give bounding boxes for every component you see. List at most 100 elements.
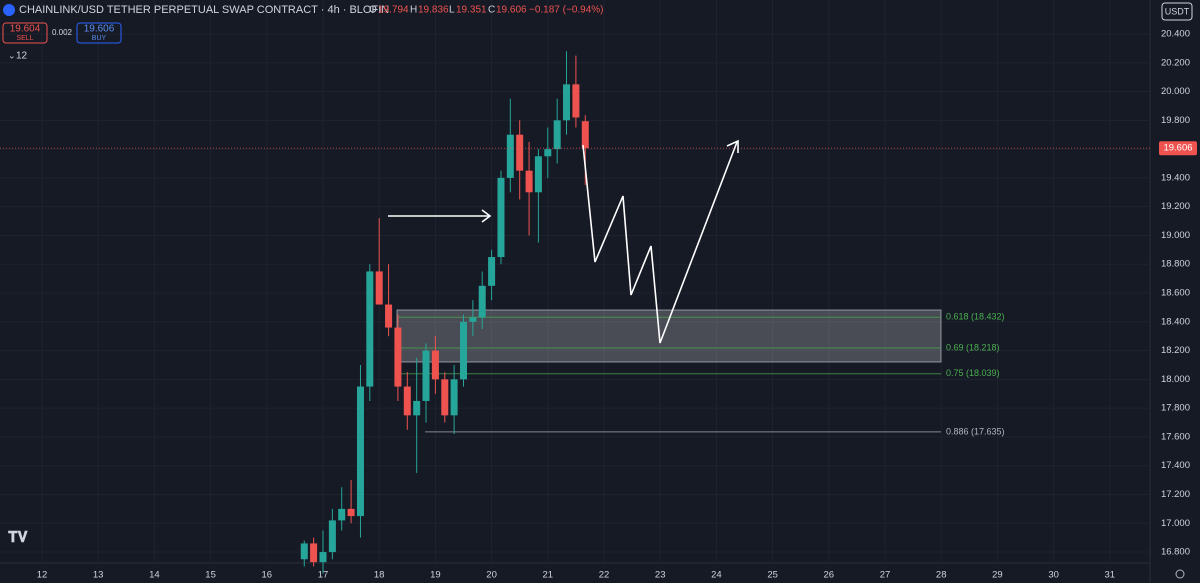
candle-body [534,156,542,193]
candle-body [413,400,421,416]
x-tick-label: 31 [1105,570,1116,581]
candle-body [394,327,402,387]
candle-body [525,170,533,193]
candle-body [356,386,364,517]
sell-label: SELL [16,35,33,42]
arrow-head [726,139,739,153]
spread: 0.002 [52,28,73,37]
candle-body [478,285,486,318]
x-tick-label: 20 [486,570,497,581]
o-label: O [369,5,377,16]
collapse-icon[interactable]: ⌄ [8,50,16,60]
candle-body [572,84,580,118]
y-tick-label: 17.800 [1161,403,1190,414]
candle-body [459,321,467,380]
currency-button[interactable] [1161,2,1193,21]
y-tick-label: 17.000 [1161,518,1190,529]
x-tick-label: 23 [655,570,666,581]
y-tick-label: 18.600 [1161,288,1190,299]
x-tick-label: 14 [149,570,160,581]
candle-body [544,149,552,157]
candle-body [497,177,505,258]
annotations [388,139,739,344]
candle-body [506,134,514,178]
y-tick-label: 18.800 [1161,259,1190,270]
x-tick-label: 15 [205,570,216,581]
c-label: C [488,5,495,16]
x-tick-label: 26 [824,570,835,581]
candle-body [328,520,336,553]
candle-body [450,379,458,416]
candle-body [403,386,411,416]
candle-body [553,120,561,150]
x-tick-label: 21 [543,570,554,581]
buy-button[interactable] [76,22,122,44]
candle-body [488,257,496,286]
last-price-tag [1159,141,1197,156]
y-tick-label: 20.200 [1161,57,1190,68]
currency: USDT [1165,6,1190,16]
sell-price: 19.604 [10,24,41,35]
y-tick-label: 18.200 [1161,345,1190,356]
candle-body [319,552,327,563]
h-label: H [410,5,417,16]
x-tick-label: 27 [880,570,891,581]
y-tick-label: 17.400 [1161,460,1190,471]
y-tick-label: 19.000 [1161,230,1190,241]
x-tick-label: 17 [318,570,329,581]
candle-body [366,271,374,387]
l-value: 19.351 [456,5,487,16]
x-tick-label: 24 [711,570,722,581]
y-tick-label: 19.400 [1161,172,1190,183]
candle-body [422,350,430,401]
x-tick-label: 19 [430,570,441,581]
buy-price: 19.606 [84,24,115,35]
y-tick-label: 18.000 [1161,374,1190,385]
candle-body [441,379,449,416]
candle-body [375,271,383,305]
fib-label: 0.618 (18.432) [946,312,1005,322]
x-tick-label: 28 [936,570,947,581]
candle-body [338,508,346,521]
arrow-head [481,209,492,223]
fib-label: 0.886 (17.635) [946,426,1005,436]
sell-button[interactable] [2,22,48,44]
candle-body [300,543,308,560]
x-tick-label: 18 [374,570,385,581]
y-tick-label: 20.000 [1161,86,1190,97]
o-value: 19.794 [378,5,409,16]
candle-body [469,317,477,322]
x-tick-label: 16 [262,570,273,581]
x-tick-label: 22 [599,570,610,581]
settings-icon[interactable] [1175,569,1185,579]
c-value: 19.606 [496,5,527,16]
candle-body [347,508,355,517]
plot [0,51,1150,574]
x-tick-label: 29 [992,570,1003,581]
l-label: L [449,5,455,16]
candle-body [431,350,439,380]
x-tick-label: 25 [767,570,778,581]
candle-body [581,121,589,149]
zigzag-arrow [582,141,738,344]
candle-body [516,134,524,171]
logo: 𝐓𝐕 [8,529,29,546]
y-tick-label: 16.800 [1161,547,1190,558]
h-value: 19.836 [418,5,449,16]
x-tick-label: 13 [93,570,104,581]
grid [0,0,1150,563]
y-tick-label: 17.600 [1161,431,1190,442]
fib-label: 0.69 (18.218) [946,342,1000,352]
indicator-count: 12 [16,51,28,62]
symbol-icon [3,4,15,16]
fib-label: 0.75 (18.039) [946,368,1000,378]
y-tick-label: 18.400 [1161,316,1190,327]
change: −0.187 (−0.94%) [529,5,604,16]
y-tick-label: 19.200 [1161,201,1190,212]
last-price-label: 19.606 [1163,143,1192,154]
y-tick-label: 20.400 [1161,28,1190,39]
candle-body [310,543,318,563]
